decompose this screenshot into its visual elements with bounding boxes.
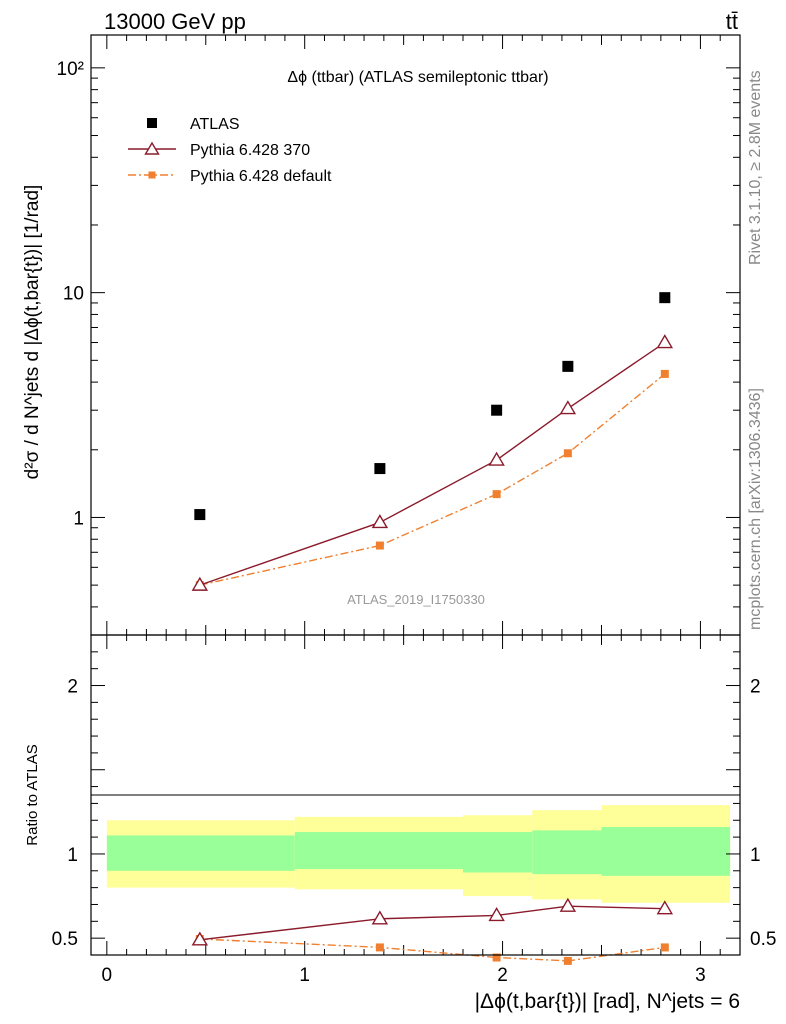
source-label: mcplots.cern.ch [arXiv:1306.3436] — [747, 388, 764, 630]
ratio-y-tick-label-left: 0.5 — [52, 929, 78, 950]
ratio-band-inner — [601, 827, 731, 876]
ratio-pythia-370-point — [488, 907, 505, 922]
main-frame — [90, 34, 741, 636]
main-pythia-default-point — [660, 369, 669, 378]
ratio-pythia-default-line — [199, 938, 665, 962]
ratio-pythia-370-point — [191, 931, 209, 946]
ratio-pythia-default-point — [375, 943, 384, 952]
main-pythia-370-point — [371, 514, 389, 529]
ratio-band-inner — [106, 835, 295, 871]
process-label: tt̄ — [726, 9, 738, 34]
main-pythia-370-point — [191, 576, 209, 591]
ratio-y-tick-label-left: 1 — [67, 845, 78, 866]
main-chart-title: Δϕ (ttbar) (ATLAS semileptonic ttbar) — [287, 69, 548, 86]
analysis-watermark: ATLAS_2019_I1750330 — [347, 592, 485, 607]
ratio-uncertainty-bands — [106, 805, 731, 903]
ratio-pythia-default-point — [563, 956, 572, 965]
ratio-pythia-370-point — [656, 900, 674, 915]
ratio-pythia-default-point — [492, 953, 501, 962]
main-pythia-370-point — [559, 400, 577, 415]
main-pythia-370-point — [488, 451, 505, 466]
main-atlas-point — [659, 292, 671, 304]
main-atlas-point — [491, 404, 503, 416]
main-y-axis-label: d²σ / d N^jets d |Δϕ(t,bar{t})| [1/rad] — [22, 185, 43, 480]
ratio-band-inner — [462, 832, 533, 873]
legend-label-pythia-default: Pythia 6.428 default — [190, 168, 332, 185]
ratio-panel: 0.5 0.5 1 1 2 2 0 1 2 3 Ratio to ATLAS |Δϕ(t,bar{… — [24, 634, 776, 1013]
main-marks — [191, 292, 674, 591]
ratio-pythia-370-line — [199, 905, 665, 941]
legend-marker-pythia-370 — [144, 141, 160, 155]
ratio-marks — [191, 897, 674, 965]
energy-label: 13000 GeV pp — [104, 9, 246, 34]
legend-entry-pythia-default: Pythia 6.428 default — [128, 168, 332, 185]
main-ticks: 1 10 10² — [57, 35, 741, 636]
main-pythia-default-line — [199, 373, 666, 586]
ratio-pythia-default-point — [660, 943, 669, 952]
ratio-ticks: 0.5 0.5 1 1 2 2 0 1 2 3 — [52, 634, 776, 986]
main-pythia-default-point — [375, 541, 384, 550]
main-pythia-370-line — [199, 341, 666, 586]
main-pythia-default-point — [492, 490, 501, 499]
main-y-tick-label: 10² — [57, 59, 84, 80]
main-atlas-point — [194, 509, 206, 521]
legend-entry-atlas: ATLAS — [147, 116, 240, 133]
legend-marker-pythia-default — [148, 171, 156, 179]
ratio-y-tick-label-right: 2 — [750, 677, 761, 698]
main-pythia-370-point — [656, 334, 674, 349]
ratio-pythia-370-point — [371, 910, 389, 925]
main-y-tick-label: 10 — [63, 284, 84, 305]
ratio-y-tick-label-left: 2 — [67, 677, 78, 698]
ratio-y-tick-label-right: 0.5 — [750, 929, 776, 950]
ratio-pythia-370-point — [559, 897, 577, 912]
x-tick-label: 2 — [497, 965, 508, 986]
legend: ATLAS Pythia 6.428 370 Pythia 6.428 defa… — [128, 116, 332, 185]
main-pythia-default-point — [563, 449, 572, 458]
ratio-band-inner — [294, 832, 463, 870]
legend-marker-atlas — [147, 118, 157, 128]
main-y-tick-label: 1 — [73, 508, 84, 529]
ratio-band-inner — [532, 830, 602, 875]
main-atlas-point — [374, 463, 386, 475]
legend-label-pythia-370: Pythia 6.428 370 — [190, 142, 310, 159]
x-axis-label: |Δϕ(t,bar{t})| [rad], N^jets = 6 — [475, 990, 740, 1013]
ratio-y-axis-label: Ratio to ATLAS — [24, 744, 41, 845]
main-atlas-point — [562, 360, 574, 372]
ratio-y-tick-label-right: 1 — [750, 845, 761, 866]
x-tick-label: 3 — [695, 965, 706, 986]
x-tick-label: 0 — [102, 965, 113, 986]
legend-label-atlas: ATLAS — [190, 116, 240, 133]
ratio-frame — [90, 634, 741, 956]
legend-entry-pythia-370: Pythia 6.428 370 — [128, 141, 310, 159]
rivet-label: Rivet 3.1.10, ≥ 2.8M events — [747, 70, 764, 265]
x-tick-label: 1 — [299, 965, 310, 986]
main-panel: 1 10 10² Δϕ (ttbar) (ATLAS semileptonic tt… — [22, 34, 741, 636]
